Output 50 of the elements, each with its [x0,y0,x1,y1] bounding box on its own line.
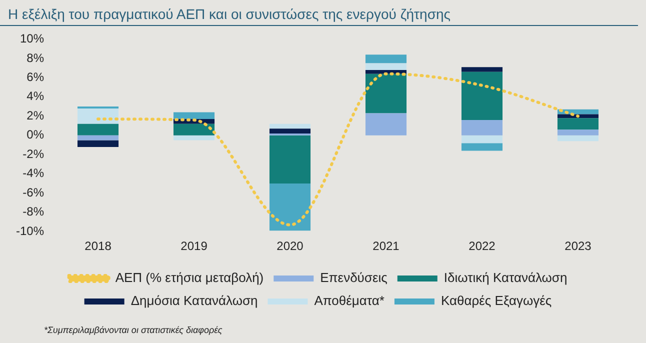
y-tick-label: -8% [22,204,44,219]
chart-title: Η εξέλιξη του πραγματικού ΑΕΠ και οι συνιστώσες της ενεργού ζήτησης [0,0,638,26]
y-tick-label: -6% [22,185,44,200]
x-tick-label: 2018 [84,239,112,254]
bar [365,113,407,136]
legend-label: Δημόσια Κατανάλωση [130,293,258,308]
bar [269,135,311,184]
y-tick-label: -2% [22,146,44,161]
legend-label: ΑΕΠ (% ετήσια μεταβολή) [115,270,264,286]
legend-label: Επενδύσεις [320,270,388,286]
bar [365,63,407,70]
line-series [96,72,580,226]
bar [461,120,503,136]
bar [77,108,119,124]
bar [461,72,503,120]
bar [77,124,119,136]
bar [173,135,215,140]
bar [557,135,599,142]
y-tick-label: 2% [26,108,44,122]
x-tick-label: 2023 [564,239,592,254]
bar [365,54,407,64]
y-tick-label: -10% [16,224,44,238]
legend-label: Καθαρές Εξαγωγές [440,293,552,308]
bar [77,135,119,140]
bar [461,135,503,144]
bar [365,74,407,114]
bar [557,130,599,136]
bar [269,124,311,129]
bar [461,67,503,72]
bar [173,124,215,136]
legend-label: Ιδιωτική Κατανάλωση [444,270,568,286]
bar [557,118,599,130]
text: *Συμπεριλαμβάνονται οι στατιστικές διαφορές [44,325,222,335]
bar [173,112,215,120]
x-tick-label: 2020 [276,239,304,254]
y-tick-label: 10% [20,32,44,46]
bar [461,143,503,151]
bar [557,114,599,118]
x-tick-label: 2021 [372,239,400,254]
x-tick-label: 2022 [468,239,496,254]
bar [269,128,311,134]
bar [269,184,311,231]
bar [77,140,119,147]
y-tick-label: 6% [26,70,44,84]
y-tick-label: 0% [26,128,44,142]
y-tick-label: 8% [26,50,44,65]
x-tick-label: 2019 [180,239,208,254]
y-tick-label: 4% [26,89,44,104]
legend-label: Αποθέματα* [314,293,384,308]
y-tick-label: -4% [22,166,44,180]
